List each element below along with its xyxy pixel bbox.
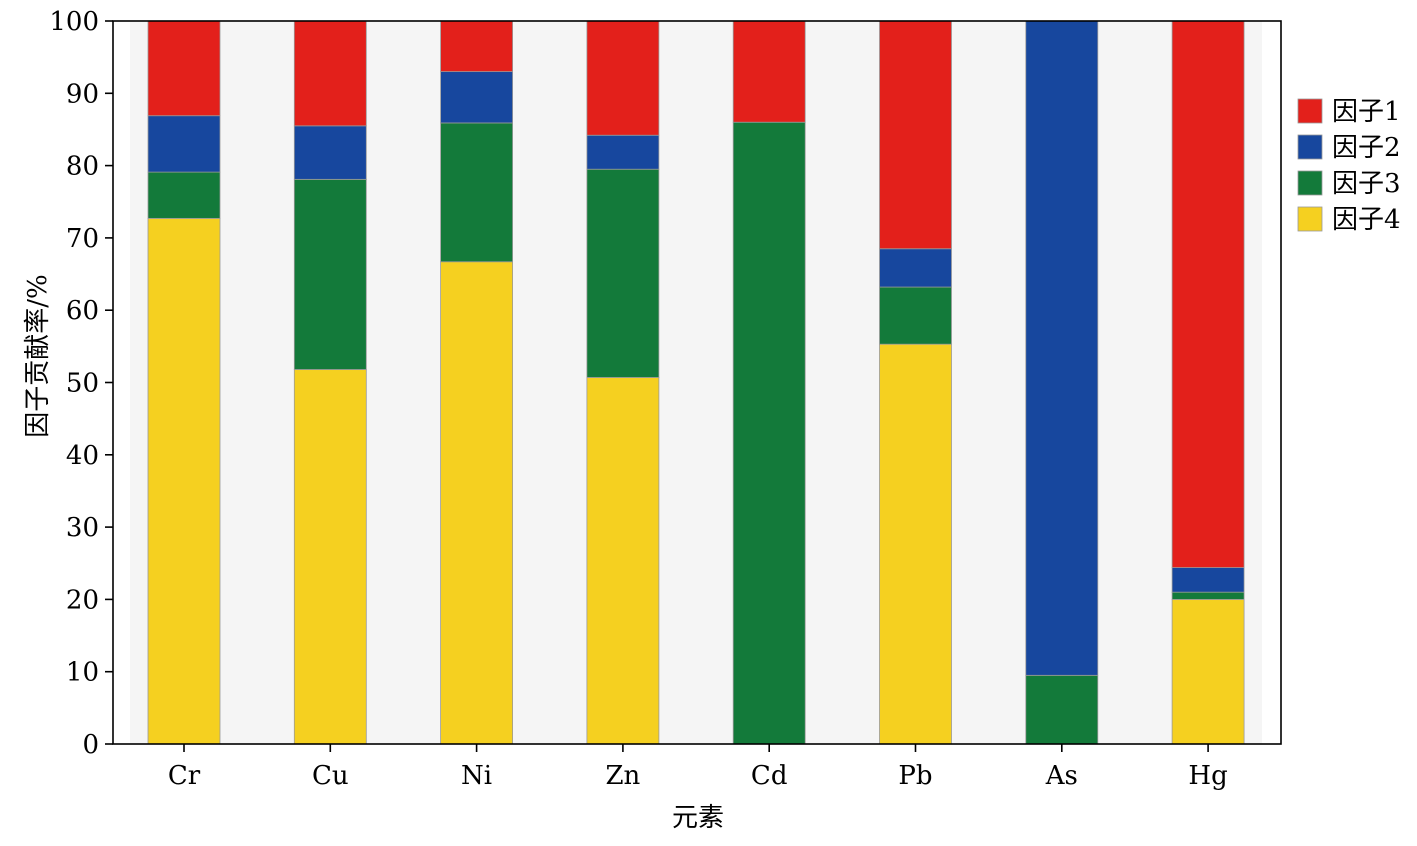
bar-segment xyxy=(732,20,806,123)
legend-swatch xyxy=(1297,206,1323,232)
x-tick-label: Ni xyxy=(461,761,492,791)
legend-label: 因子1 xyxy=(1332,97,1401,127)
bar-segment xyxy=(293,369,367,745)
y-tick-label: 60 xyxy=(66,296,99,326)
bar-segment xyxy=(732,121,806,745)
bar-segment xyxy=(293,125,367,180)
bar-segment xyxy=(147,115,221,173)
legend-swatch xyxy=(1297,98,1323,124)
bar-segment xyxy=(1171,591,1245,600)
y-tick-label: 10 xyxy=(66,658,99,688)
y-tick-label: 50 xyxy=(66,369,99,399)
y-tick-label: 0 xyxy=(82,730,99,760)
legend-label: 因子3 xyxy=(1332,169,1401,199)
bar-segment xyxy=(586,168,660,378)
bar-segment xyxy=(1171,599,1245,745)
x-tick-label: Pb xyxy=(898,761,932,791)
x-tick-label: Zn xyxy=(605,761,640,791)
bar-segment xyxy=(147,171,221,219)
bar-segment xyxy=(586,134,660,170)
y-tick-label: 70 xyxy=(66,224,99,254)
legend-swatch xyxy=(1297,170,1323,196)
legend-swatch xyxy=(1297,134,1323,160)
bar-segment xyxy=(1025,20,1099,676)
bar-segment xyxy=(879,20,952,250)
bar-segment xyxy=(879,248,952,288)
bar-segment xyxy=(440,261,514,745)
x-axis-title: 元素 xyxy=(672,803,724,833)
bar-segment xyxy=(293,20,367,127)
bar-segment xyxy=(147,20,221,117)
bar-segment xyxy=(879,343,952,745)
bar-segment xyxy=(293,178,367,370)
bar-segment xyxy=(586,20,660,136)
bar-segment xyxy=(440,20,514,73)
legend: 因子1 因子2 因子3 因子4 xyxy=(1297,97,1401,235)
y-tick-label: 80 xyxy=(66,152,99,182)
y-tick-label: 30 xyxy=(66,513,99,543)
legend-label: 因子4 xyxy=(1332,205,1401,235)
x-tick-label: Hg xyxy=(1188,761,1227,791)
bar-segment xyxy=(586,377,660,745)
y-tick-label: 100 xyxy=(49,7,99,37)
x-tick-label: Cu xyxy=(312,761,349,791)
bar-segment xyxy=(440,71,514,124)
legend-label: 因子2 xyxy=(1332,133,1401,163)
bar-segment xyxy=(147,217,221,745)
x-tick-label: Cd xyxy=(751,761,788,791)
bar-segment xyxy=(879,286,952,345)
bar-segment xyxy=(1171,20,1245,568)
y-tick-label: 90 xyxy=(66,79,99,109)
y-axis-title: 因子贡献率/% xyxy=(23,274,53,437)
x-tick-label: Cr xyxy=(168,761,201,791)
y-tick-label: 20 xyxy=(66,585,99,615)
x-tick-label: As xyxy=(1045,761,1078,791)
y-tick-label: 40 xyxy=(66,441,99,471)
bar-segment xyxy=(1025,674,1099,745)
bar-segment xyxy=(1171,567,1245,593)
bar-segment xyxy=(440,122,514,263)
